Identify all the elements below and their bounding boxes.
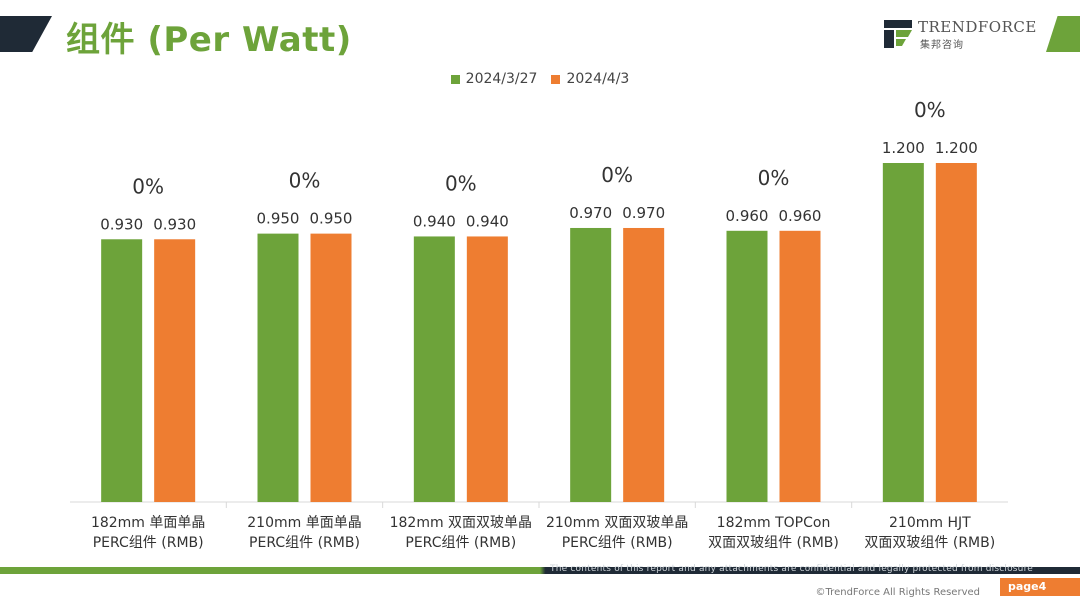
bar-1-4: [570, 227, 612, 502]
category-label-5-2: 双面双玻组件 (RMB): [708, 535, 839, 551]
chart-legend: 2024/3/27 2024/4/3: [0, 71, 1080, 87]
trendforce-logo: TRENDFORCE 集邦咨询: [884, 18, 1036, 52]
category-label-6-2: 双面双玻组件 (RMB): [864, 535, 995, 551]
category-label-3-2: PERC组件 (RMB): [405, 535, 516, 551]
bar-2-4: [623, 227, 665, 502]
data-label-2-1: 0.930: [153, 215, 196, 233]
legend-label-series1: 2024/3/27: [465, 71, 538, 87]
data-label-1-2: 0.950: [257, 210, 300, 228]
category-label-4-1: 210mm 双面双玻单晶: [546, 515, 688, 531]
category-label-2-1: 210mm 单面单晶: [247, 515, 361, 531]
bar-2-6: [935, 163, 977, 502]
bar-1-5: [726, 230, 768, 503]
data-label-2-3: 0.940: [466, 212, 509, 230]
bar-2-5: [779, 230, 821, 503]
bar-1-3: [413, 236, 455, 502]
data-label-2-2: 0.950: [310, 210, 353, 228]
category-label-5-1: 182mm TOPCon: [717, 515, 831, 531]
category-label-6-1: 210mm HJT: [889, 515, 971, 531]
category-label-1-1: 182mm 单面单晶: [91, 515, 205, 531]
legend-item-series1: 2024/3/27: [450, 71, 538, 87]
trendforce-logo-icon: [884, 20, 912, 48]
logo-name: TRENDFORCE: [918, 18, 1037, 36]
legend-swatch-series2: [551, 74, 561, 84]
bar-1-2: [257, 233, 299, 502]
legend-item-series2: 2024/4/3: [551, 71, 629, 87]
data-label-1-5: 0.960: [726, 207, 769, 225]
bar-2-2: [310, 233, 352, 502]
data-label-1-6: 1.200: [882, 139, 925, 157]
bar-2-3: [466, 236, 508, 502]
footer-bar: [0, 567, 1080, 574]
footer-confidential-note: The contents of this report and any atta…: [550, 564, 1034, 574]
bar-1-1: [101, 239, 143, 502]
data-label-2-5: 0.960: [779, 207, 822, 225]
page-number-tag: page4: [1000, 578, 1080, 596]
data-label-2-6: 1.200: [935, 139, 978, 157]
legend-label-series2: 2024/4/3: [566, 71, 630, 87]
page-title: 组件 (Per Watt): [66, 20, 352, 60]
change-label-1: 0%: [132, 174, 164, 198]
logo-sub: 集邦咨询: [920, 40, 964, 51]
bar-1-6: [882, 163, 924, 502]
footer-copyright: ©TrendForce All Rights Reserved: [815, 587, 980, 598]
legend-swatch-series1: [450, 74, 460, 84]
category-label-3-1: 182mm 双面双玻单晶: [390, 515, 532, 531]
change-label-6: 0%: [914, 98, 946, 122]
change-label-2: 0%: [289, 169, 321, 193]
change-label-3: 0%: [445, 171, 477, 195]
category-label-2-2: PERC组件 (RMB): [249, 535, 360, 551]
category-label-4-2: PERC组件 (RMB): [562, 535, 673, 551]
change-label-5: 0%: [758, 166, 790, 190]
data-label-1-1: 0.930: [100, 215, 143, 233]
bar-2-1: [154, 239, 196, 502]
category-label-1-2: PERC组件 (RMB): [93, 535, 204, 551]
data-label-1-3: 0.940: [413, 212, 456, 230]
data-label-2-4: 0.970: [622, 204, 665, 222]
data-label-1-4: 0.970: [569, 204, 612, 222]
change-label-4: 0%: [601, 163, 633, 187]
